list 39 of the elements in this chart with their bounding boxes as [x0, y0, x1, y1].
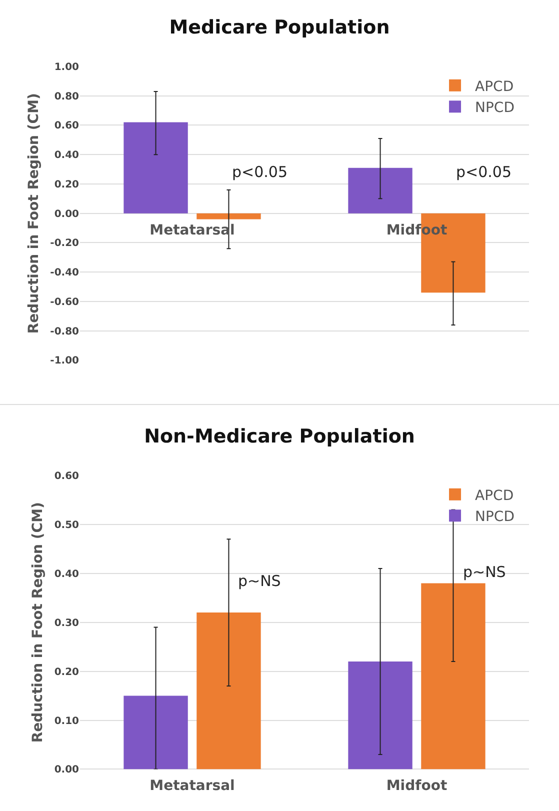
- y-tick-label: 0.50: [54, 520, 80, 531]
- y-tick-label: -0.60: [50, 296, 80, 308]
- y-tick-label: 0.30: [54, 618, 80, 629]
- bar: [124, 696, 188, 770]
- y-tick-label: -0.20: [50, 238, 80, 250]
- y-tick-label: 0.10: [54, 716, 80, 727]
- y-tick-label: 0.00: [54, 208, 80, 220]
- legend-label: APCD: [475, 488, 514, 504]
- bar: [196, 612, 261, 770]
- legend-label: APCD: [475, 78, 514, 95]
- chart-title: Medicare Population: [169, 16, 390, 38]
- bar: [196, 213, 261, 220]
- y-tick-label: 0.80: [54, 91, 80, 102]
- bar: [348, 662, 412, 770]
- legend-label: NPCD: [475, 100, 515, 116]
- x-tick-label: Midfoot: [386, 778, 448, 794]
- y-tick-label: 1.00: [54, 62, 80, 73]
- legend-label: NPCD: [475, 509, 515, 526]
- bar: [421, 583, 486, 770]
- annotation: p~NS: [238, 572, 281, 590]
- annotation: p<0.05: [456, 163, 512, 181]
- y-tick-label: -0.80: [50, 326, 80, 338]
- y-tick-label: -1.00: [50, 356, 80, 367]
- annotation: p<0.05: [232, 163, 288, 181]
- y-tick-label: 0.60: [54, 120, 80, 132]
- y-tick-label: 0.40: [54, 150, 80, 162]
- x-tick-label: Metatarsal: [150, 778, 235, 794]
- y-tick-label: 0.20: [54, 666, 80, 678]
- bar: [348, 168, 412, 214]
- y-tick-label: 0.20: [54, 179, 80, 190]
- y-tick-label: 0.00: [54, 764, 80, 776]
- chart-title: Non-Medicare Population: [144, 425, 415, 448]
- y-axis-title: Reduction in Foot Region (CM): [26, 93, 42, 334]
- annotation: p~NS: [463, 563, 506, 581]
- y-tick-label: 0.40: [54, 568, 80, 580]
- bar: [124, 122, 188, 214]
- y-tick-label: 0.60: [54, 471, 80, 482]
- y-tick-label: -0.40: [50, 268, 80, 279]
- y-axis-title: Reduction in Foot Region (CM): [30, 502, 46, 743]
